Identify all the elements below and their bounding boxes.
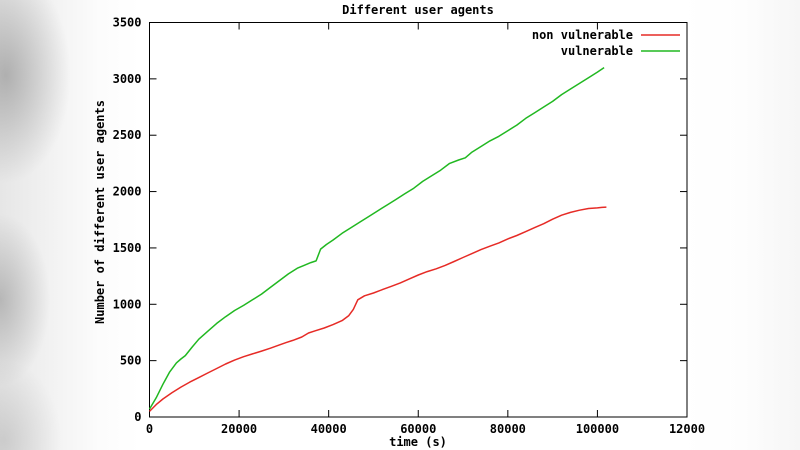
x-tick-label: 0 <box>146 422 153 436</box>
x-tick-label: 100000 <box>576 422 619 436</box>
chart-title: Different user agents <box>342 3 494 17</box>
legend-label-non-vulnerable: non vulnerable <box>532 28 633 42</box>
y-tick-label: 3000 <box>113 72 142 86</box>
x-tick-label: 60000 <box>400 422 436 436</box>
y-tick-label: 1000 <box>113 297 142 311</box>
y-tick-label: 2500 <box>113 128 142 142</box>
x-tick-label: 40000 <box>311 422 347 436</box>
x-tick-label: 20000 <box>221 422 257 436</box>
x-tick-label: 80000 <box>490 422 526 436</box>
plot-area: 0 20000 40000 60000 80000 100000 1200005001000… <box>113 16 705 437</box>
legend: non vulnerable vulnerable <box>532 28 680 58</box>
plot-border <box>149 22 688 418</box>
y-tick-label: 2000 <box>113 185 142 199</box>
legend-label-vulnerable: vulnerable <box>561 44 633 58</box>
y-tick-label: 1500 <box>113 241 142 255</box>
x-axis-label: time (s) <box>389 435 447 449</box>
y-axis-label: Number of different user agents <box>93 100 107 324</box>
series-line-vulnerable <box>148 66 605 410</box>
series-line-non-vulnerable <box>148 206 607 412</box>
y-tick-label: 3500 <box>113 16 142 30</box>
y-tick-label: 0 <box>134 410 141 424</box>
y-tick-label: 500 <box>120 354 142 368</box>
x-tick-label: 12000 <box>669 422 705 436</box>
